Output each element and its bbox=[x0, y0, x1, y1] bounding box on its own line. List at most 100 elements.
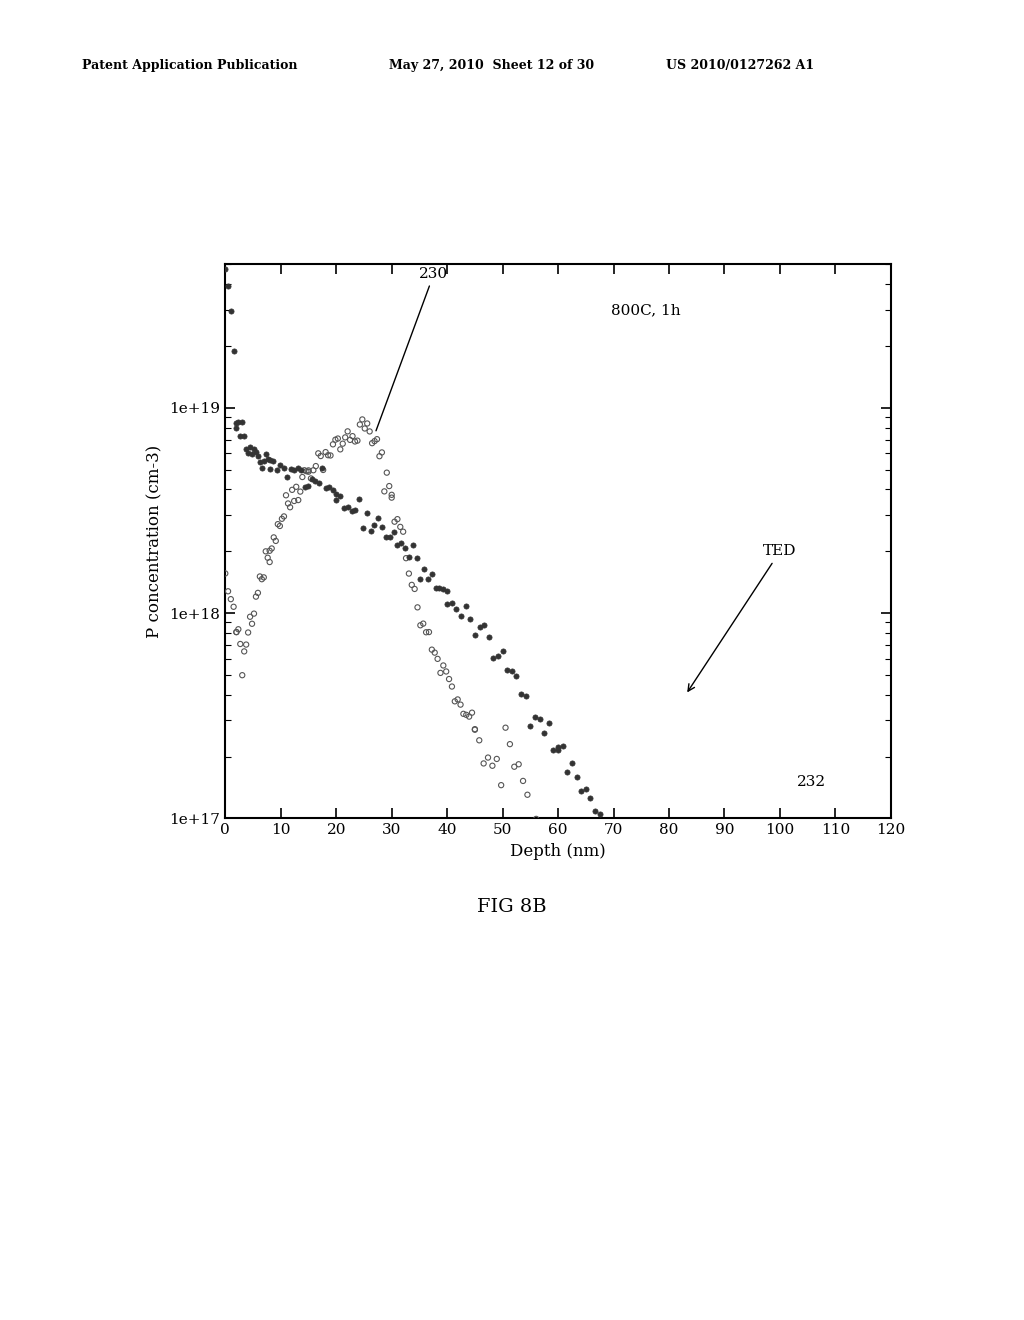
Point bbox=[555, 735, 571, 756]
Point bbox=[564, 870, 581, 891]
Point bbox=[343, 500, 359, 521]
Point bbox=[639, 870, 655, 891]
Point bbox=[578, 779, 594, 800]
Point bbox=[354, 517, 371, 539]
Point bbox=[449, 599, 465, 620]
Point bbox=[293, 459, 309, 480]
Point bbox=[443, 676, 460, 697]
Point bbox=[228, 417, 245, 438]
Point bbox=[431, 578, 447, 599]
Point bbox=[332, 486, 348, 507]
Point bbox=[252, 566, 268, 587]
Text: 230: 230 bbox=[376, 267, 449, 430]
Point bbox=[330, 428, 346, 449]
Point bbox=[766, 870, 782, 891]
Point bbox=[220, 581, 237, 602]
Point bbox=[265, 450, 282, 471]
Point bbox=[714, 870, 730, 891]
Point bbox=[506, 756, 522, 777]
Point bbox=[358, 503, 375, 524]
Point bbox=[273, 508, 290, 529]
Point bbox=[383, 484, 399, 506]
Point bbox=[599, 870, 615, 891]
Point bbox=[268, 459, 285, 480]
Point bbox=[546, 870, 562, 891]
Point bbox=[361, 421, 378, 442]
Point bbox=[618, 870, 635, 891]
Point bbox=[742, 870, 759, 891]
Point bbox=[278, 484, 294, 506]
Point bbox=[523, 810, 540, 832]
Point bbox=[312, 445, 329, 466]
Point bbox=[580, 870, 596, 891]
Point bbox=[831, 870, 848, 891]
Point bbox=[220, 275, 237, 296]
Text: 232: 232 bbox=[797, 775, 825, 789]
Text: US 2010/0127262 A1: US 2010/0127262 A1 bbox=[666, 59, 814, 73]
Point bbox=[772, 870, 788, 891]
Point bbox=[230, 619, 247, 640]
Point bbox=[242, 606, 258, 627]
Point bbox=[236, 640, 252, 661]
Point bbox=[855, 870, 871, 891]
Point bbox=[238, 438, 254, 459]
Point bbox=[711, 870, 727, 891]
Point bbox=[418, 622, 434, 643]
Point bbox=[485, 647, 502, 668]
Point bbox=[760, 870, 776, 891]
Point bbox=[528, 808, 545, 829]
Point bbox=[372, 446, 388, 467]
Point bbox=[731, 870, 748, 891]
Point bbox=[461, 706, 477, 727]
Point bbox=[446, 690, 463, 711]
Point bbox=[513, 684, 529, 705]
Point bbox=[754, 870, 770, 891]
Point bbox=[790, 870, 806, 891]
Point bbox=[364, 433, 380, 454]
Point bbox=[838, 870, 854, 891]
Point bbox=[347, 499, 364, 520]
Point bbox=[620, 841, 636, 862]
Point bbox=[271, 515, 288, 536]
Point bbox=[870, 870, 887, 891]
Point bbox=[410, 597, 426, 618]
Point bbox=[400, 564, 417, 585]
Point bbox=[441, 668, 458, 689]
Point bbox=[755, 870, 771, 891]
Point bbox=[256, 450, 272, 471]
Point bbox=[663, 870, 679, 891]
Point bbox=[258, 444, 274, 465]
Point bbox=[439, 581, 456, 602]
Point bbox=[252, 451, 268, 473]
Point bbox=[370, 508, 386, 529]
Point bbox=[254, 457, 270, 478]
Point bbox=[234, 411, 251, 432]
Point bbox=[234, 665, 251, 686]
Point bbox=[541, 713, 557, 734]
Point bbox=[261, 540, 278, 561]
Point bbox=[307, 471, 324, 492]
Point bbox=[883, 870, 899, 891]
Point bbox=[550, 739, 566, 760]
Point bbox=[645, 870, 662, 891]
Point bbox=[421, 622, 437, 643]
Point bbox=[592, 804, 608, 825]
Point bbox=[250, 582, 266, 603]
Point bbox=[328, 490, 344, 511]
Point bbox=[424, 564, 440, 585]
Point bbox=[230, 412, 247, 433]
Point bbox=[464, 702, 480, 723]
Point bbox=[813, 870, 829, 891]
Point bbox=[236, 426, 252, 447]
Point bbox=[855, 870, 871, 891]
Point bbox=[269, 513, 286, 535]
Point bbox=[323, 445, 339, 466]
Point bbox=[407, 578, 423, 599]
Point bbox=[325, 434, 341, 455]
Point bbox=[458, 595, 474, 616]
Point bbox=[458, 705, 474, 726]
Point bbox=[741, 870, 758, 891]
Point bbox=[225, 341, 242, 362]
Point bbox=[723, 870, 739, 891]
Point bbox=[502, 734, 518, 755]
